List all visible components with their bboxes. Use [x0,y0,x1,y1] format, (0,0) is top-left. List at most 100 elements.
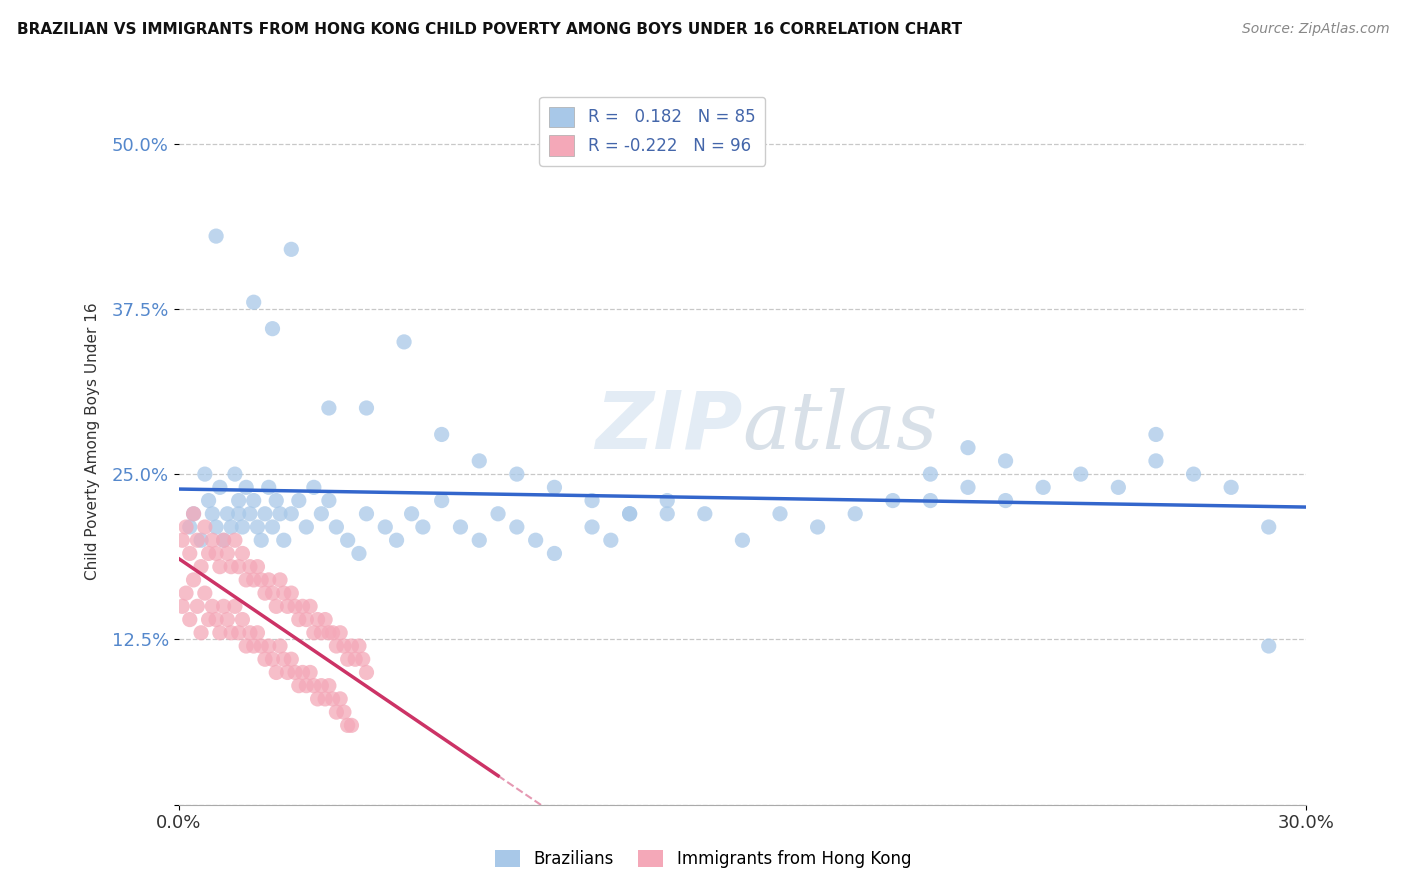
Point [277,599,299,614]
Point [314,613,336,627]
Point [291,665,314,680]
Point [486,507,509,521]
Point [208,559,231,574]
Point [329,692,352,706]
Point [201,533,224,548]
Point [212,599,235,614]
Point [228,625,250,640]
Point [412,520,434,534]
Point [318,401,340,415]
Point [212,533,235,548]
Point [277,665,299,680]
Point [235,573,257,587]
Point [844,507,866,521]
Point [190,559,212,574]
Point [1220,480,1243,494]
Point [302,625,325,640]
Text: atlas: atlas [742,388,938,466]
Point [273,652,295,666]
Point [219,559,242,574]
Point [280,586,302,600]
Point [205,613,228,627]
Point [269,573,291,587]
Point [224,467,246,482]
Point [242,639,264,653]
Point [179,520,201,534]
Point [311,507,333,521]
Point [1257,520,1279,534]
Point [250,639,273,653]
Point [599,533,621,548]
Point [262,586,284,600]
Point [205,520,228,534]
Point [219,520,242,534]
Point [506,467,529,482]
Point [307,692,329,706]
Point [228,559,250,574]
Point [239,625,262,640]
Point [994,493,1017,508]
Point [284,599,307,614]
Point [731,533,754,548]
Point [273,586,295,600]
Point [174,586,197,600]
Point [295,520,318,534]
Point [183,507,205,521]
Point [235,480,257,494]
Point [1182,467,1205,482]
Point [288,493,311,508]
Point [208,480,231,494]
Point [269,639,291,653]
Point [352,652,374,666]
Point [179,613,201,627]
Point [242,295,264,310]
Point [920,467,942,482]
Point [190,625,212,640]
Point [619,507,641,521]
Point [356,665,378,680]
Point [581,493,603,508]
Point [280,652,302,666]
Point [347,546,370,560]
Point [295,613,318,627]
Point [273,533,295,548]
Point [882,493,904,508]
Point [235,639,257,653]
Point [183,507,205,521]
Point [920,493,942,508]
Point [262,520,284,534]
Point [197,546,219,560]
Point [340,718,363,732]
Point [336,718,359,732]
Point [264,599,287,614]
Point [322,692,344,706]
Point [262,652,284,666]
Point [543,480,565,494]
Point [333,639,356,653]
Point [325,705,347,719]
Point [257,480,280,494]
Point [1107,480,1129,494]
Point [1070,467,1092,482]
Point [1032,480,1054,494]
Point [264,493,287,508]
Point [239,559,262,574]
Point [314,692,336,706]
Point [250,533,273,548]
Point [284,665,307,680]
Point [172,533,194,548]
Point [224,533,246,548]
Point [430,427,453,442]
Point [212,533,235,548]
Point [356,507,378,521]
Point [174,520,197,534]
Point [693,507,716,521]
Point [385,533,408,548]
Point [246,520,269,534]
Point [344,652,367,666]
Point [172,599,194,614]
Legend: R =   0.182   N = 85, R = -0.222   N = 96: R = 0.182 N = 85, R = -0.222 N = 96 [540,96,765,166]
Point [186,533,208,548]
Point [269,507,291,521]
Point [302,679,325,693]
